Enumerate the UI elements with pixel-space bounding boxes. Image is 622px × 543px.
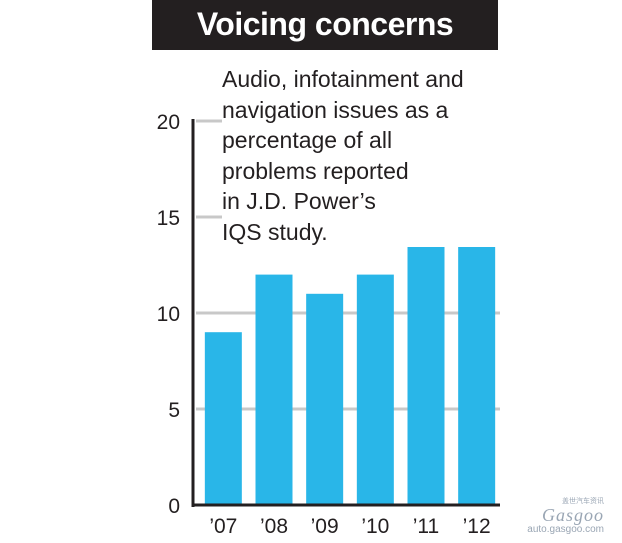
x-tick-label: ’07: [209, 515, 237, 538]
subtitle-line: navigation issues as a: [222, 96, 449, 123]
watermark: 盖世汽车资讯 Gasgoo auto.gasgoo.com: [527, 496, 604, 535]
y-tick-label: 15: [157, 207, 180, 230]
subtitle-line: IQS study.: [222, 218, 328, 245]
bar: [204, 332, 242, 505]
chart-subtitle: Audio, infotainment and navigation issue…: [222, 64, 526, 247]
y-tick-label: 10: [157, 303, 180, 326]
x-tick-label: ’11: [413, 515, 439, 538]
title-banner: Voicing concerns: [152, 0, 498, 50]
subtitle-line: percentage of all: [222, 127, 393, 153]
subtitle-line: in J.D. Power’s: [222, 188, 376, 214]
subtitle-line: Audio, infotainment and: [222, 66, 464, 92]
bar: [356, 274, 394, 505]
watermark-logo: Gasgoo: [541, 505, 604, 525]
x-tick-label: ’09: [311, 515, 339, 538]
watermark-cn: 盖世汽车资讯: [562, 497, 604, 505]
bar: [407, 236, 445, 505]
x-tick-label: ’10: [361, 515, 389, 538]
y-tick-label: 20: [157, 111, 180, 134]
y-tick-label: 0: [168, 495, 180, 518]
x-tick-label: ’08: [260, 515, 288, 538]
chart-title: Voicing concerns: [196, 6, 454, 42]
subtitle-line: problems reported: [222, 157, 409, 184]
bar: [306, 293, 344, 505]
bar: [255, 274, 293, 505]
x-tick-label: ’12: [463, 515, 491, 538]
watermark-url: auto.gasgoo.com: [527, 524, 604, 535]
y-tick-label: 5: [168, 399, 180, 422]
